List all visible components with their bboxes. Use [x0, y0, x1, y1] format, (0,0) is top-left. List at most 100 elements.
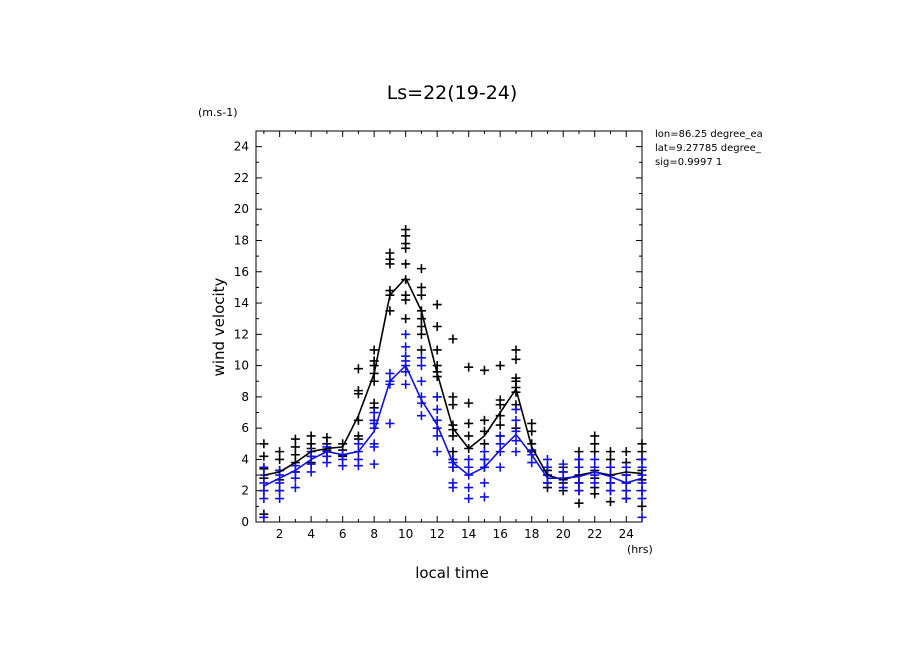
y-axis-title: wind velocity: [210, 277, 228, 376]
data-point-marker: [416, 411, 426, 421]
x-unit-label: (hrs): [627, 543, 653, 556]
data-point-marker: [495, 462, 505, 472]
data-point-marker: [448, 334, 458, 344]
data-point-marker: [416, 290, 426, 300]
x-axis-title: local time: [415, 564, 489, 582]
axes-frame: [255, 130, 643, 523]
data-point-marker: [637, 470, 647, 480]
data-point-marker: [290, 442, 300, 452]
data-point-marker: [322, 433, 332, 443]
data-point-marker: [353, 431, 363, 441]
data-point-marker: [558, 459, 568, 469]
data-point-marker: [605, 447, 615, 457]
data-point-marker: [637, 439, 647, 449]
data-point-marker: [259, 512, 269, 522]
data-point-marker: [464, 483, 474, 493]
x-tick-label: 10: [398, 527, 413, 541]
x-tick-label: 12: [430, 527, 445, 541]
y-unit-label: (m.s-1): [198, 106, 238, 119]
data-point-marker: [479, 415, 489, 425]
data-point-marker: [479, 439, 489, 449]
data-point-marker: [590, 439, 600, 449]
data-point-marker: [416, 282, 426, 292]
data-point-marker: [464, 398, 474, 408]
data-point-marker: [621, 486, 631, 496]
x-tick-label: 6: [339, 527, 347, 541]
data-point-marker: [590, 462, 600, 472]
data-point-marker: [385, 368, 395, 378]
data-point-marker: [495, 420, 505, 430]
data-point-marker: [306, 459, 316, 469]
data-point-marker: [401, 259, 411, 269]
data-point-marker: [290, 450, 300, 460]
annotation-lat: lat=9.27785 degree_: [655, 143, 762, 154]
data-point-marker: [637, 494, 647, 504]
data-point-marker: [479, 447, 489, 457]
data-point-marker: [401, 239, 411, 249]
data-point-marker: [369, 398, 379, 408]
data-point-marker: [369, 439, 379, 449]
data-point-marker: [527, 458, 537, 468]
data-point-marker: [621, 494, 631, 504]
data-point-marker: [306, 431, 316, 441]
data-point-marker: [574, 478, 584, 488]
x-tick-label: 4: [307, 527, 315, 541]
data-point-marker: [637, 447, 647, 457]
x-tick-label: 20: [556, 527, 571, 541]
data-point-marker: [574, 454, 584, 464]
data-point-marker: [401, 225, 411, 235]
data-point-marker: [432, 322, 442, 331]
data-point-marker: [416, 345, 426, 355]
data-point-marker: [259, 439, 269, 449]
data-points: [259, 225, 647, 522]
data-point-marker: [605, 462, 615, 472]
data-point-marker: [574, 486, 584, 496]
data-point-marker: [369, 459, 379, 469]
data-point-marker: [448, 392, 458, 402]
mean-lines: [263, 276, 643, 487]
data-point-marker: [479, 492, 489, 502]
y-tick-label: 10: [234, 359, 249, 373]
data-point-marker: [464, 431, 474, 441]
data-point-marker: [637, 462, 647, 472]
data-point-marker: [448, 400, 458, 410]
data-point-marker: [605, 486, 615, 496]
data-point-marker: [369, 345, 379, 355]
data-point-marker: [479, 365, 489, 375]
y-tick-label: 8: [241, 390, 249, 404]
data-point-marker: [464, 494, 474, 504]
data-point-marker: [574, 447, 584, 457]
data-point-marker: [542, 478, 552, 488]
data-point-marker: [448, 478, 458, 488]
data-point-marker: [432, 300, 442, 310]
data-point-marker: [275, 486, 285, 496]
x-tick-label: 16: [493, 527, 508, 541]
data-point-marker: [432, 345, 442, 355]
data-point-marker: [432, 361, 442, 371]
y-tick-label: 2: [241, 484, 249, 498]
data-point-marker: [590, 478, 600, 488]
data-point-marker: [590, 447, 600, 457]
data-point-marker: [385, 248, 395, 258]
data-point-marker: [527, 426, 537, 436]
y-tick-label: 0: [241, 515, 249, 529]
data-point-marker: [275, 454, 285, 464]
data-point-marker: [637, 478, 647, 488]
data-point-marker: [448, 447, 458, 457]
y-tick-label: 6: [241, 421, 249, 435]
data-point-marker: [605, 454, 615, 464]
data-point-marker: [306, 467, 316, 477]
data-point-marker: [605, 478, 615, 488]
data-point-marker: [479, 454, 489, 464]
data-point-marker: [259, 478, 269, 488]
annotation-lon: lon=86.25 degree_ea: [655, 129, 763, 140]
data-point-marker: [511, 415, 521, 425]
data-point-marker: [259, 486, 269, 496]
data-point-marker: [416, 322, 426, 331]
data-point-marker: [605, 497, 615, 507]
mean-line-series-1: [263, 276, 643, 481]
data-point-marker: [353, 386, 363, 396]
data-point-marker: [401, 379, 411, 389]
